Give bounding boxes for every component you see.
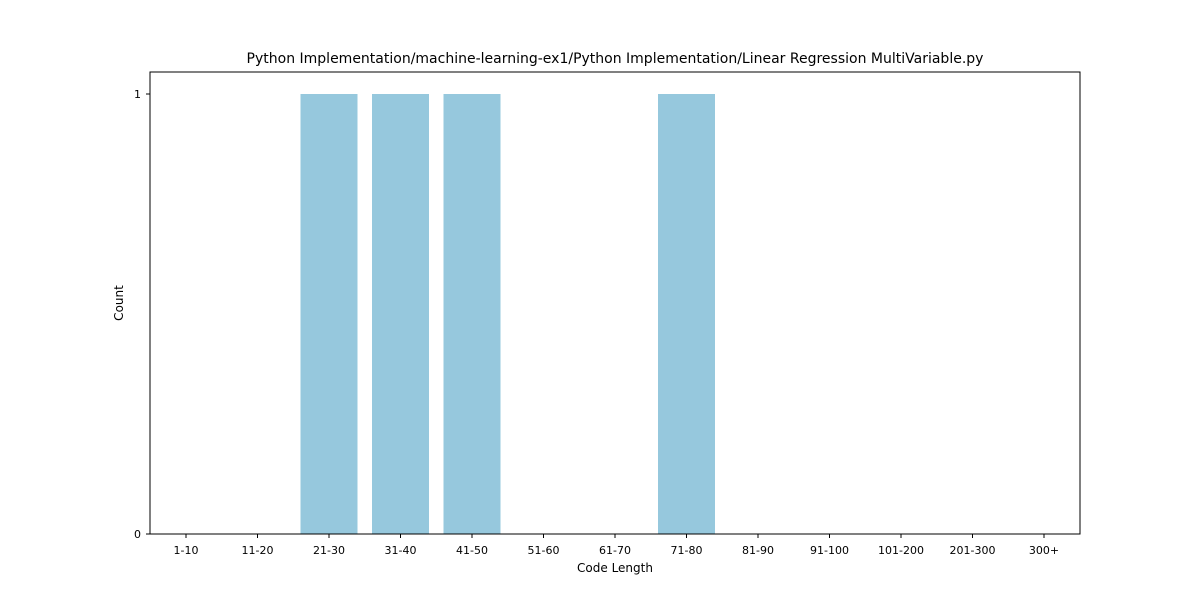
y-axis-ticks: 01: [134, 88, 150, 541]
x-tick-label: 201-300: [950, 544, 996, 557]
bar-21-30: [300, 94, 358, 534]
x-tick-label: 41-50: [456, 544, 488, 557]
x-tick-label: 1-10: [174, 544, 199, 557]
y-axis-label: Count: [112, 285, 126, 321]
x-tick-label: 61-70: [599, 544, 631, 557]
bars-group: [300, 94, 715, 534]
bar-71-80: [658, 94, 715, 534]
x-axis-label: Code Length: [577, 561, 653, 575]
x-tick-label: 21-30: [313, 544, 345, 557]
x-tick-label: 31-40: [385, 544, 417, 557]
bar-31-40: [372, 94, 429, 534]
y-tick-label: 0: [134, 528, 141, 541]
x-tick-label: 71-80: [671, 544, 703, 557]
y-tick-label: 1: [134, 88, 141, 101]
x-axis-ticks: 1-10 11-20 21-30 31-40 41-50 51-60 61-70 71-80 8…: [174, 534, 1059, 557]
plot-frame: [149, 71, 1081, 535]
x-tick-label: 11-20: [242, 544, 274, 557]
bar-41-50: [443, 94, 501, 534]
x-tick-label: 81-90: [742, 544, 774, 557]
chart-title: Python Implementation/machine-learning-e…: [247, 51, 984, 67]
x-tick-label: 300+: [1029, 544, 1059, 557]
x-tick-label: 91-100: [810, 544, 849, 557]
x-tick-label: 51-60: [528, 544, 560, 557]
x-tick-label: 101-200: [878, 544, 924, 557]
